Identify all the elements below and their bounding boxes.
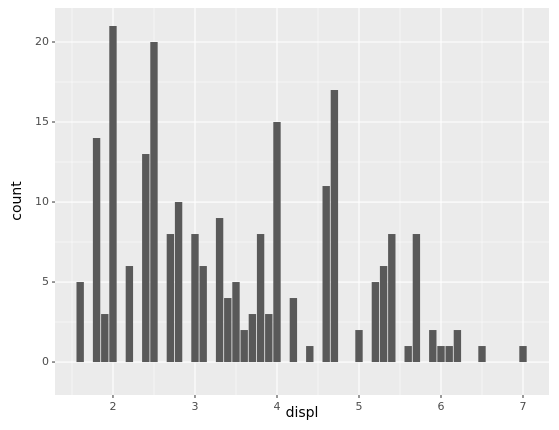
x-tick-label: 4: [273, 400, 280, 413]
bar: [166, 234, 175, 363]
bar: [142, 154, 150, 363]
bar: [453, 330, 462, 363]
bar: [437, 346, 445, 363]
y-axis-title: count: [9, 181, 25, 221]
bar: [289, 298, 298, 363]
bar: [256, 234, 265, 363]
bar: [92, 138, 101, 363]
x-tick-label: 3: [191, 400, 198, 413]
bar: [322, 186, 330, 363]
bar: [224, 298, 232, 363]
bar: [388, 234, 396, 363]
bar: [199, 266, 207, 363]
bar: [248, 314, 257, 363]
bar: [174, 202, 183, 363]
x-tick-label: 7: [520, 400, 527, 413]
bar: [109, 26, 117, 363]
bar: [478, 346, 486, 363]
bar: [412, 234, 421, 363]
y-tick-label: 0: [42, 355, 49, 368]
bar: [76, 282, 84, 363]
bar: [355, 330, 363, 363]
bar: [306, 346, 314, 363]
bar: [379, 266, 388, 363]
bar: [445, 346, 453, 363]
y-tick-label: 5: [42, 275, 49, 288]
bar: [240, 330, 248, 363]
bar: [273, 122, 281, 363]
x-tick-label: 6: [437, 400, 444, 413]
bar: [371, 282, 380, 363]
bar: [215, 218, 224, 363]
x-tick-label: 2: [109, 400, 116, 413]
bar: [191, 234, 199, 363]
y-tick-label: 10: [35, 195, 49, 208]
bar: [125, 266, 134, 363]
bar: [150, 42, 158, 363]
bar: [330, 90, 339, 363]
bar: [265, 314, 273, 363]
bar: [429, 330, 437, 363]
y-tick-label: 20: [35, 35, 49, 48]
bar: [101, 314, 109, 363]
bar: [519, 346, 527, 363]
x-tick-label: 5: [355, 400, 362, 413]
y-tick-label: 15: [35, 115, 49, 128]
bar: [404, 346, 412, 363]
bar: [232, 282, 240, 363]
x-axis-title: displ: [286, 405, 319, 421]
